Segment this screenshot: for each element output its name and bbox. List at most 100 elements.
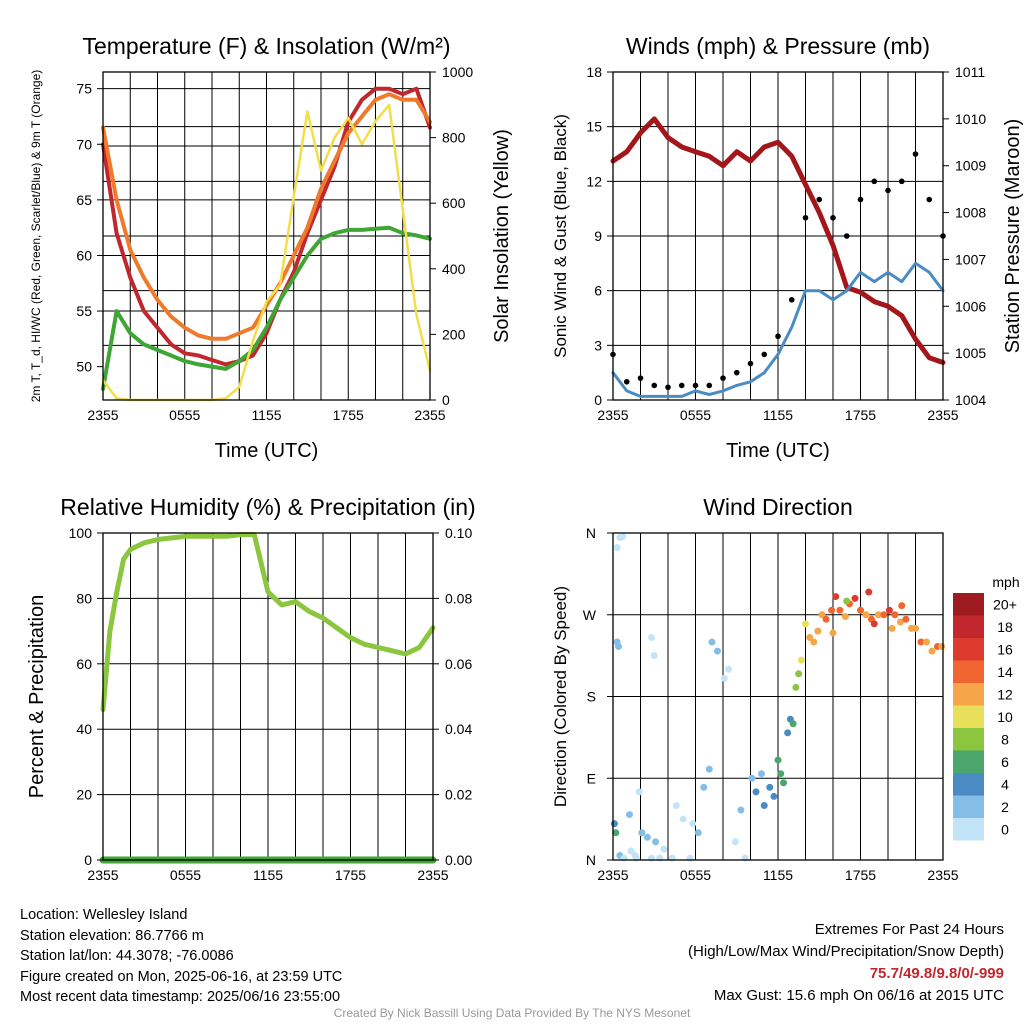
x-tick-label: 1755: [333, 407, 364, 423]
x-tick-label: 1155: [253, 867, 283, 883]
series-pressure: [610, 116, 946, 365]
y-tick-label: 70: [76, 136, 92, 152]
direction-point: [737, 806, 745, 814]
credit-line: Created By Nick Bassill Using Data Provi…: [333, 1006, 691, 1020]
y2-tick-label: 0.02: [445, 787, 472, 803]
gust-point: [857, 196, 864, 203]
direction-point: [760, 802, 768, 809]
gust-point: [623, 378, 630, 385]
legend-swatch: [953, 728, 984, 751]
legend-swatch: [953, 705, 984, 728]
direction-point: [822, 615, 830, 623]
gust-point: [898, 178, 905, 185]
direction-point: [797, 656, 805, 664]
legend-label: 8: [1001, 731, 1009, 747]
extremes-title: Extremes For Past 24 Hours: [814, 921, 1004, 938]
y-axis-label: 2m T, T_d, HI/WC (Red, Green, Scarlet/Bl…: [29, 70, 43, 403]
legend-swatch: [953, 683, 984, 706]
legend-label: 6: [1001, 754, 1009, 770]
legend-swatch: [953, 660, 984, 683]
x-tick-label: 2355: [87, 867, 118, 883]
y-tick-label: 3: [594, 337, 602, 353]
direction-point: [689, 820, 697, 828]
y-axis-label: Percent & Precipitation: [26, 595, 48, 798]
x-axis-label: Time (UTC): [726, 440, 830, 462]
direction-point: [752, 788, 760, 796]
y-tick-label: 15: [586, 119, 602, 135]
legend-label: 10: [997, 709, 1013, 725]
x-tick-label: 1155: [251, 407, 281, 423]
station-latlon: Station lat/lon: 44.3078; -76.0086: [20, 948, 234, 964]
gust-point: [830, 214, 836, 221]
direction-point: [928, 647, 936, 655]
x-tick-label: 0555: [680, 407, 711, 423]
y2-axis-label: Solar Insolation (Yellow): [491, 129, 513, 343]
panel-1: 50 55 60 65 70 75 0 200 400 600 800 1000 2355 0555 115…: [29, 33, 513, 462]
y-tick-label: 65: [76, 192, 92, 208]
direction-point: [818, 611, 826, 619]
gust-point: [843, 233, 850, 239]
gust-point: [665, 384, 671, 391]
direction-point: [917, 638, 925, 646]
x-tick-label: 2355: [87, 407, 118, 423]
direction-point: [923, 638, 930, 646]
x-tick-label: 2355: [927, 867, 958, 883]
gust-point: [678, 382, 685, 389]
y2-axis-label: Station Pressure (Maroon): [1002, 119, 1024, 354]
legend-label: 2: [1001, 799, 1009, 815]
y-tick-label: W: [583, 607, 597, 623]
direction-point: [857, 606, 864, 614]
y2-tick-label: 0: [442, 392, 450, 408]
y2-tick-label: 0.04: [445, 721, 472, 737]
x-tick-label: 1155: [763, 407, 793, 423]
y2-tick-label: 0.00: [445, 852, 472, 868]
y-tick-label: 100: [69, 525, 93, 541]
gust-point: [912, 151, 919, 157]
y-axis-label: Sonic Wind & Gust (Blue, Black): [551, 114, 570, 358]
direction-point: [770, 792, 778, 800]
y2-tick-label: 1010: [955, 111, 986, 127]
direction-point: [758, 770, 765, 778]
x-tick-label: 2355: [597, 867, 628, 883]
direction-point: [862, 611, 870, 619]
gust-point: [692, 382, 699, 389]
panel-2: 0 3 6 9 12 15 18 1004 1005 1006 1007 1008 1009 1010 10…: [551, 33, 1024, 462]
direction-point: [705, 765, 713, 773]
y-tick-label: 60: [76, 247, 92, 263]
legend-label: 16: [997, 641, 1013, 657]
gust-point: [802, 214, 809, 221]
plot-border: [102, 532, 434, 861]
y2-tick-label: 1011: [955, 64, 985, 80]
x-tick-label: 1155: [763, 867, 793, 883]
legend-swatch: [953, 795, 984, 818]
direction-point: [626, 811, 633, 819]
plot-border: [102, 71, 431, 401]
gust-point: [706, 382, 713, 389]
direction-point: [627, 847, 635, 855]
direction-point: [672, 802, 680, 809]
gust-point: [761, 351, 768, 358]
gust-point: [651, 382, 658, 389]
legend-swatch: [953, 638, 984, 661]
direction-point: [829, 629, 837, 637]
panel-title: Temperature (F) & Insolation (W/m²): [82, 33, 450, 59]
direction-point: [780, 779, 787, 787]
direction-point: [832, 593, 840, 601]
direction-point: [638, 829, 646, 837]
direction-point: [836, 606, 844, 614]
y2-tick-label: 0.10: [445, 525, 472, 541]
legend-swatch: [953, 750, 984, 773]
y-tick-label: N: [586, 852, 596, 868]
direction-point: [880, 611, 888, 619]
x-tick-label: 1755: [845, 867, 876, 883]
direction-point: [777, 770, 785, 778]
y-tick-label: 55: [76, 303, 92, 319]
direction-point: [888, 624, 896, 632]
direction-point: [700, 783, 708, 791]
gust-point: [926, 196, 933, 203]
legend-swatch: [953, 615, 984, 638]
y-axis-label: Direction (Colored By Speed): [551, 586, 570, 807]
y2-tick-label: 1006: [955, 298, 986, 314]
direction-point: [814, 627, 822, 635]
